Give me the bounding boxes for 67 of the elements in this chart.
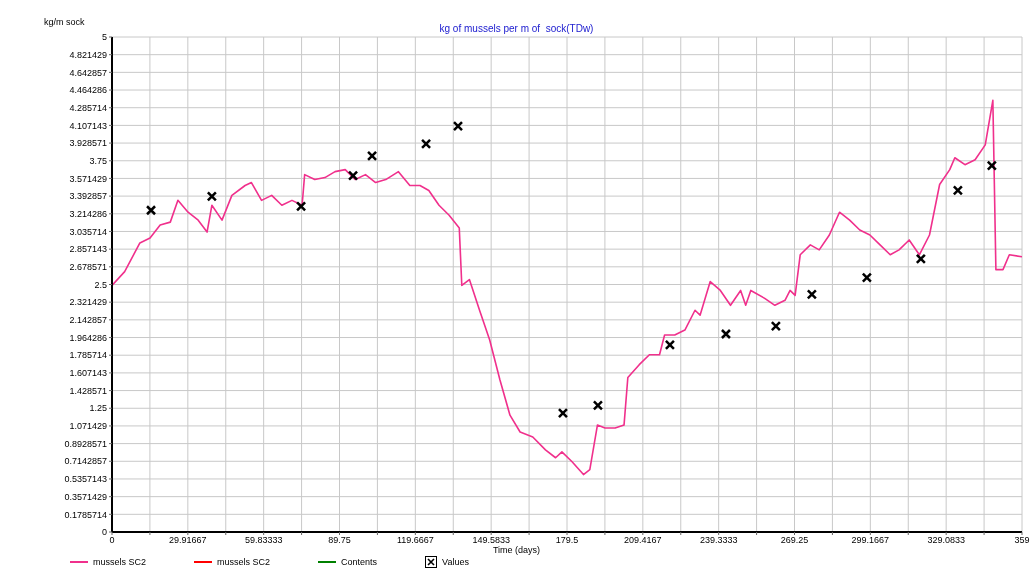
x-tick-label: 59.83333 [244,535,283,546]
x-tick-label: 89.75 [328,535,351,546]
x-axis-title: Time (days) [491,545,542,555]
x-tick-label: 209.4167 [624,535,662,546]
y-tick-label: 0.8928571 [64,438,107,449]
legend-label: mussels SC2 [93,557,147,567]
point [952,185,964,196]
y-tick-label: 3.928571 [69,138,107,149]
point [366,150,378,162]
x-tick-label: 269.25 [780,535,809,546]
point [915,253,927,265]
y-tick-label: 3.035714 [69,226,107,237]
y-tick-label: 2.857143 [69,244,107,255]
x-tick-label: 119.6667 [396,535,434,546]
point [452,120,464,132]
y-tick-label: 1.25 [89,403,107,414]
line-series [112,99,1022,476]
point [861,272,873,283]
x-tick-label: 239.3333 [699,535,738,546]
point [720,328,732,340]
chart-title: kg of mussels per m of sock(TDw) [439,23,594,34]
point [145,205,157,216]
y-tick-label: 0.3571429 [64,491,107,502]
x-tick-label: 299.1667 [851,535,890,546]
y-tick-label: 1.964286 [69,332,107,343]
y-tick-label: 2.142857 [69,315,107,326]
x-tick-label: 0 [109,535,115,546]
point [806,289,818,300]
y-tick-label: 0.7142857 [64,456,107,467]
y-tick-label: 3.571429 [69,173,107,184]
point [295,201,307,212]
y-tick-label: 3.392857 [69,191,107,202]
y-tick-label: 2.5 [94,279,107,290]
point [592,400,604,411]
y-tick-label: 0.1785714 [64,509,107,520]
y-tick-label: 1.428571 [69,385,107,396]
point [664,339,676,351]
y-tick-label: 2.678571 [69,262,107,273]
y-tick-label: 0 [101,527,107,538]
y-tick-label: 4.642857 [69,67,107,78]
legend-label: mussels SC2 [217,557,271,567]
point [986,160,998,171]
point [347,170,359,181]
y-tick-label: 2.321429 [69,297,107,308]
legend-label: Contents [341,557,378,567]
y-tick-label: 3.214286 [69,208,107,219]
x-tick-label: 29.91667 [169,535,207,546]
y-tick-label: 4.285714 [69,102,107,113]
point [420,138,432,150]
point [770,320,782,332]
y-tick-label: 0.5357143 [64,474,107,485]
x-tick-label: 179.5 [555,535,579,546]
legend-label: Values [442,557,469,567]
y-tick-label: 4.821429 [69,49,107,60]
x-tick-label: 149.5833 [472,535,510,546]
y-tick-label: 5 [101,32,107,43]
y-tick-label: 1.607143 [69,368,107,379]
y-tick-label: 3.75 [89,155,107,166]
y-tick-label: 4.464286 [69,85,107,96]
y-tick-label: 1.785714 [69,350,107,361]
x-tick-label: 359 [1014,535,1030,546]
y-axis-title: kg/m sock [44,17,85,27]
point [557,407,569,419]
y-tick-label: 1.071429 [69,421,107,432]
x-tick-label: 329.0833 [927,535,965,546]
point [206,191,218,202]
y-tick-label: 4.107143 [69,120,107,131]
